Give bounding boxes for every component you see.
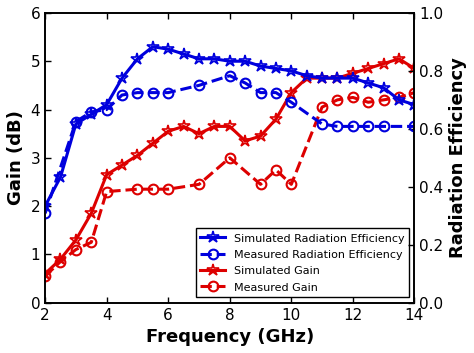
Line: Measured Gain: Measured Gain <box>40 88 419 281</box>
Measured Gain <box>319 105 325 109</box>
Measured Gain <box>165 187 171 191</box>
Measured Radiation Efficiency <box>258 90 264 95</box>
Measured Gain <box>196 182 202 186</box>
Simulated Gain <box>181 124 186 128</box>
Measured Radiation Efficiency <box>365 124 371 128</box>
Simulated Radiation Efficiency <box>135 57 140 61</box>
Simulated Gain <box>319 76 325 80</box>
Simulated Radiation Efficiency <box>319 76 325 80</box>
Simulated Gain <box>258 134 264 138</box>
Simulated Gain <box>89 211 94 215</box>
Measured Radiation Efficiency <box>411 124 417 128</box>
Y-axis label: Radiation Efficiency: Radiation Efficiency <box>449 57 467 258</box>
Simulated Gain <box>289 90 294 95</box>
Simulated Gain <box>58 257 64 261</box>
Simulated Gain <box>350 71 356 76</box>
Simulated Gain <box>196 132 202 136</box>
Simulated Radiation Efficiency <box>350 76 356 80</box>
Simulated Radiation Efficiency <box>411 103 417 107</box>
Measured Radiation Efficiency <box>89 110 94 114</box>
Measured Gain <box>289 182 294 186</box>
Simulated Radiation Efficiency <box>227 59 233 63</box>
Measured Radiation Efficiency <box>319 122 325 126</box>
Measured Gain <box>150 187 155 191</box>
Simulated Radiation Efficiency <box>150 44 155 49</box>
Measured Gain <box>135 187 140 191</box>
Line: Measured Radiation Efficiency: Measured Radiation Efficiency <box>40 71 419 218</box>
Measured Radiation Efficiency <box>196 83 202 88</box>
Measured Gain <box>381 98 386 102</box>
Measured Radiation Efficiency <box>119 93 125 97</box>
Measured Gain <box>227 156 233 160</box>
Simulated Gain <box>411 66 417 71</box>
Measured Radiation Efficiency <box>104 107 109 112</box>
Simulated Radiation Efficiency <box>196 57 202 61</box>
Measured Radiation Efficiency <box>135 90 140 95</box>
Y-axis label: Gain (dB): Gain (dB) <box>7 110 25 205</box>
Measured Gain <box>73 247 79 252</box>
Measured Radiation Efficiency <box>273 90 279 95</box>
Measured Gain <box>58 259 64 264</box>
Simulated Radiation Efficiency <box>335 76 340 80</box>
X-axis label: Frequency (GHz): Frequency (GHz) <box>146 328 314 346</box>
Measured Radiation Efficiency <box>227 73 233 78</box>
Simulated Radiation Efficiency <box>242 59 248 63</box>
Simulated Radiation Efficiency <box>104 103 109 107</box>
Simulated Gain <box>104 173 109 177</box>
Simulated Radiation Efficiency <box>381 86 386 90</box>
Measured Radiation Efficiency <box>73 119 79 124</box>
Measured Radiation Efficiency <box>381 124 386 128</box>
Measured Radiation Efficiency <box>242 81 248 85</box>
Simulated Gain <box>365 66 371 71</box>
Simulated Gain <box>335 76 340 80</box>
Line: Simulated Gain: Simulated Gain <box>39 53 420 280</box>
Simulated Radiation Efficiency <box>42 204 48 208</box>
Simulated Radiation Efficiency <box>58 175 64 179</box>
Simulated Radiation Efficiency <box>89 112 94 116</box>
Simulated Radiation Efficiency <box>211 57 217 61</box>
Measured Gain <box>104 190 109 194</box>
Simulated Radiation Efficiency <box>273 66 279 71</box>
Measured Gain <box>89 240 94 244</box>
Measured Gain <box>273 168 279 172</box>
Measured Radiation Efficiency <box>165 90 171 95</box>
Measured Gain <box>396 95 402 100</box>
Measured Radiation Efficiency <box>289 100 294 104</box>
Measured Gain <box>335 98 340 102</box>
Simulated Radiation Efficiency <box>304 73 310 78</box>
Simulated Radiation Efficiency <box>396 98 402 102</box>
Simulated Gain <box>135 153 140 157</box>
Simulated Gain <box>396 57 402 61</box>
Simulated Radiation Efficiency <box>165 47 171 51</box>
Simulated Radiation Efficiency <box>73 122 79 126</box>
Measured Gain <box>258 182 264 186</box>
Measured Gain <box>365 100 371 104</box>
Measured Radiation Efficiency <box>350 124 356 128</box>
Simulated Radiation Efficiency <box>119 76 125 80</box>
Measured Radiation Efficiency <box>335 124 340 128</box>
Simulated Radiation Efficiency <box>289 69 294 73</box>
Legend: Simulated Radiation Efficiency, Measured Radiation Efficiency, Simulated Gain, M: Simulated Radiation Efficiency, Measured… <box>196 228 409 297</box>
Simulated Radiation Efficiency <box>258 64 264 68</box>
Simulated Radiation Efficiency <box>181 52 186 56</box>
Simulated Gain <box>119 163 125 167</box>
Simulated Gain <box>381 61 386 66</box>
Measured Radiation Efficiency <box>150 90 155 95</box>
Measured Gain <box>350 95 356 100</box>
Simulated Gain <box>42 271 48 276</box>
Simulated Gain <box>73 238 79 242</box>
Simulated Gain <box>211 124 217 128</box>
Simulated Radiation Efficiency <box>365 81 371 85</box>
Measured Radiation Efficiency <box>42 211 48 215</box>
Measured Gain <box>42 274 48 278</box>
Simulated Gain <box>150 141 155 145</box>
Simulated Gain <box>227 124 233 128</box>
Simulated Gain <box>304 76 310 80</box>
Simulated Gain <box>273 117 279 121</box>
Measured Gain <box>411 90 417 95</box>
Simulated Gain <box>165 129 171 133</box>
Line: Simulated Radiation Efficiency: Simulated Radiation Efficiency <box>39 41 420 212</box>
Simulated Gain <box>242 139 248 143</box>
